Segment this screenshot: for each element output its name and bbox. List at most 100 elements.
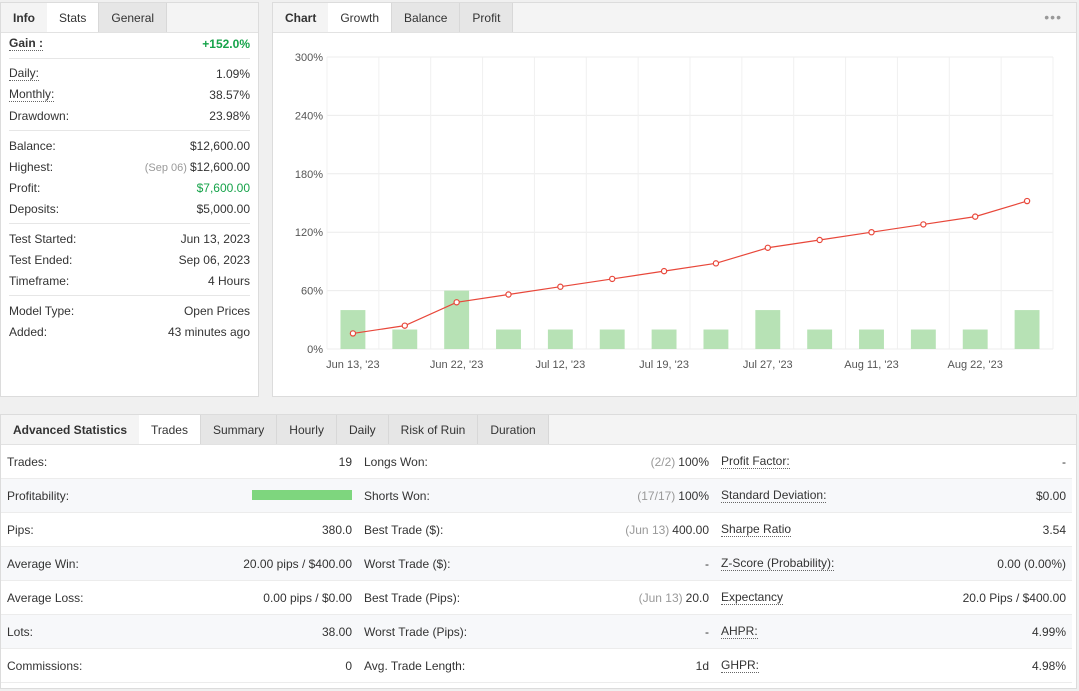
stat-value: Jun 13, 2023 <box>181 232 250 246</box>
cell-value-text: - <box>705 624 709 639</box>
growth-bar <box>340 310 366 349</box>
stat-row: Highest: (Sep 06) $12,600.00 <box>9 156 250 177</box>
y-tick-label: 60% <box>301 286 323 298</box>
tab-summary[interactable]: Summary <box>200 415 278 444</box>
table-cell: Best Trade (Pips): (Jun 13) 20.0 <box>358 581 715 615</box>
growth-bar <box>807 329 833 349</box>
stat-label: Drawdown: <box>9 108 70 123</box>
tab-chart[interactable]: Chart <box>285 11 317 25</box>
stat-value: 4 Hours <box>208 274 250 288</box>
y-tick-label: 120% <box>295 227 323 239</box>
growth-point <box>764 244 771 251</box>
table-cell: Commissions: 0 <box>1 649 358 683</box>
growth-point <box>712 260 720 267</box>
cell-label: Commissions: <box>7 658 83 673</box>
cell-label[interactable]: Profit Factor: <box>721 454 790 469</box>
stat-value: 1.09% <box>216 67 250 81</box>
more-options-icon[interactable]: ••• <box>1044 9 1062 25</box>
cell-label: Lots: <box>7 624 34 639</box>
stat-label[interactable]: Daily: <box>9 66 40 81</box>
tab-hourly[interactable]: Hourly <box>277 415 337 444</box>
stat-label: Timeframe: <box>9 273 70 288</box>
cell-value: - <box>705 557 709 571</box>
stat-value: (Sep 06) $12,600.00 <box>145 160 250 174</box>
tab-growth[interactable]: Growth <box>328 3 393 32</box>
cell-label[interactable]: Z-Score (Probability): <box>721 556 835 571</box>
advanced-statistics-panel: Advanced Statistics Trades Summary Hourl… <box>0 414 1077 689</box>
cell-value-text: 20.0 Pips / $400.00 <box>962 590 1066 605</box>
cell-value: 380.0 <box>322 523 352 537</box>
cell-date: (Jun 13) <box>638 590 683 605</box>
cell-label[interactable]: Standard Deviation: <box>721 488 827 503</box>
growth-bar <box>910 329 936 349</box>
stat-row: Added: 43 minutes ago <box>9 321 250 342</box>
cell-label: Worst Trade ($): <box>364 556 451 571</box>
growth-point <box>505 291 512 298</box>
stat-label: Model Type: <box>9 303 75 318</box>
cell-label[interactable]: Sharpe Ratio <box>721 522 792 537</box>
tab-trades[interactable]: Trades <box>139 415 201 444</box>
table-cell: Best Trade ($): (Jun 13) 400.00 <box>358 513 715 547</box>
y-tick-label: 180% <box>295 169 323 181</box>
cell-label[interactable]: AHPR: <box>721 624 758 639</box>
tab-duration[interactable]: Duration <box>478 415 549 444</box>
stat-label: Deposits: <box>9 201 60 216</box>
cell-label: Best Trade (Pips): <box>364 590 461 605</box>
cell-value-text: 4.98% <box>1031 658 1066 673</box>
stat-label[interactable]: Gain : <box>9 36 44 51</box>
stat-row: Model Type: Open Prices <box>9 300 250 321</box>
growth-bar <box>651 329 677 349</box>
stat-value: +152.0% <box>202 37 250 51</box>
table-cell: Z-Score (Probability): 0.00 (0.00%) <box>715 547 1072 581</box>
table-cell: Standard Deviation: $0.00 <box>715 479 1072 513</box>
stat-value: 23.98% <box>209 109 250 123</box>
cell-label[interactable]: GHPR: <box>721 658 760 673</box>
growth-point <box>868 228 875 236</box>
cell-value: (17/17) 100% <box>637 489 709 503</box>
cell-value-text: 0.00 pips / $0.00 <box>263 590 352 605</box>
growth-bar <box>962 329 988 349</box>
growth-point <box>1023 197 1031 205</box>
stat-row: Test Started: Jun 13, 2023 <box>9 228 250 249</box>
divider <box>9 295 250 296</box>
growth-point <box>401 322 408 329</box>
cell-value: 3.54 <box>1043 523 1066 537</box>
stat-label: Profit: <box>9 180 41 195</box>
cell-label: Average Win: <box>7 556 79 571</box>
stat-value-text: Open Prices <box>183 303 250 318</box>
cell-value-text: 400.00 <box>672 522 709 537</box>
cell-value-text: 3.54 <box>1042 522 1066 537</box>
cell-value-text: 19 <box>338 454 352 469</box>
tab-stats[interactable]: Stats <box>47 3 100 32</box>
cell-label: Trades: <box>7 454 48 469</box>
tab-balance[interactable]: Balance <box>392 3 461 32</box>
growth-bar <box>755 310 781 349</box>
cell-value: 4.99% <box>1032 625 1066 639</box>
cell-value: 1d <box>696 659 709 673</box>
tab-general[interactable]: General <box>99 3 168 32</box>
table-row: Average Win: 20.00 pips / $400.00 Worst Tr… <box>1 547 1076 581</box>
table-cell: Sharpe Ratio 3.54 <box>715 513 1072 547</box>
y-tick-label: 300% <box>295 52 323 64</box>
divider <box>9 58 250 59</box>
growth-point <box>972 213 979 220</box>
stat-label[interactable]: Monthly: <box>9 87 55 102</box>
table-cell: Worst Trade (Pips): - <box>358 615 715 649</box>
tab-info[interactable]: Info <box>13 11 35 25</box>
stat-value: Open Prices <box>184 304 250 318</box>
cell-label[interactable]: Expectancy <box>721 590 784 605</box>
growth-line <box>352 200 1028 335</box>
info-tabs: Info Stats General <box>1 3 258 33</box>
stat-value: 38.57% <box>209 88 250 102</box>
cell-label: Longs Won: <box>364 454 428 469</box>
cell-value <box>252 489 352 503</box>
table-cell: Lots: 38.00 <box>1 615 358 649</box>
cell-value: 20.0 Pips / $400.00 <box>963 591 1066 605</box>
tab-risk-of-ruin[interactable]: Risk of Ruin <box>388 415 479 444</box>
stat-value: $12,600.00 <box>190 139 250 153</box>
cell-value-text: 100% <box>678 454 709 469</box>
stat-row: Profit: $7,600.00 <box>9 177 250 198</box>
stat-value-text: 38.57% <box>209 87 250 102</box>
tab-daily[interactable]: Daily <box>336 415 389 444</box>
tab-profit[interactable]: Profit <box>460 3 514 32</box>
